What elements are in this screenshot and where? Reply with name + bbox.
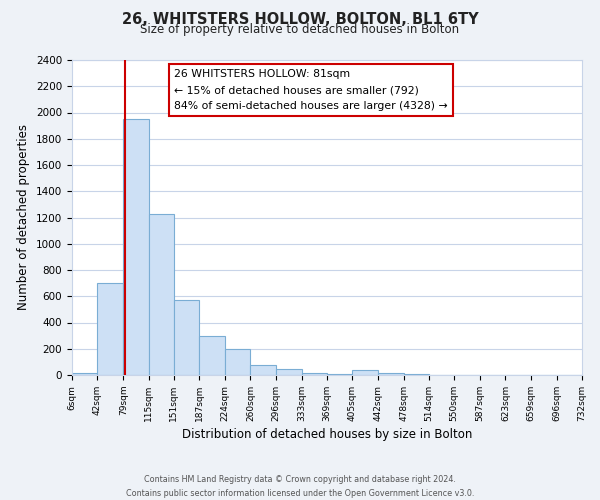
Bar [225,349,250,375]
Bar [404,374,429,375]
Bar [149,214,174,375]
Y-axis label: Number of detached properties: Number of detached properties [17,124,31,310]
Bar [378,373,404,375]
Text: 26, WHITSTERS HOLLOW, BOLTON, BL1 6TY: 26, WHITSTERS HOLLOW, BOLTON, BL1 6TY [122,12,478,28]
Bar [199,336,225,375]
Bar [123,119,149,375]
X-axis label: Distribution of detached houses by size in Bolton: Distribution of detached houses by size … [182,428,472,441]
Bar [174,300,199,375]
Bar [72,373,97,375]
Text: Contains HM Land Registry data © Crown copyright and database right 2024.
Contai: Contains HM Land Registry data © Crown c… [126,476,474,498]
Bar [276,369,302,375]
Bar [250,364,276,375]
Bar [302,373,327,375]
Bar [352,370,378,375]
Text: 26 WHITSTERS HOLLOW: 81sqm
← 15% of detached houses are smaller (792)
84% of sem: 26 WHITSTERS HOLLOW: 81sqm ← 15% of deta… [174,70,448,110]
Bar [327,374,352,375]
Bar [97,283,123,375]
Text: Size of property relative to detached houses in Bolton: Size of property relative to detached ho… [140,22,460,36]
